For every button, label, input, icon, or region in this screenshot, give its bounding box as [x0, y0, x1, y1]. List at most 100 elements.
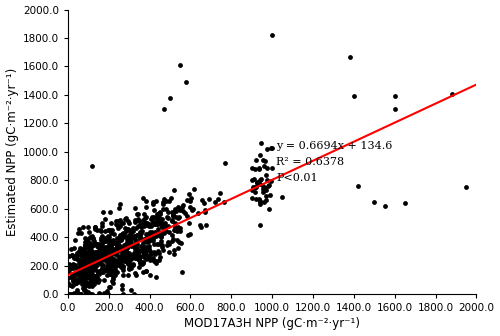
Point — [154, 257, 162, 262]
Point — [68, 252, 76, 257]
Point — [130, 255, 138, 261]
Point — [140, 260, 147, 265]
Point — [126, 229, 134, 234]
Point — [139, 259, 147, 264]
Point — [125, 220, 133, 226]
Point — [92, 273, 100, 279]
Point — [258, 176, 266, 182]
Point — [168, 239, 176, 244]
Point — [82, 268, 90, 274]
Point — [148, 216, 156, 221]
Point — [140, 246, 148, 251]
Point — [106, 284, 114, 289]
Point — [113, 250, 121, 255]
Point — [72, 250, 80, 255]
Point — [390, 94, 398, 99]
Point — [119, 292, 127, 297]
Point — [147, 221, 155, 227]
Point — [162, 228, 170, 233]
Point — [86, 260, 94, 265]
Point — [152, 258, 160, 263]
Point — [186, 199, 194, 204]
Point — [132, 247, 140, 252]
Point — [86, 244, 94, 249]
Point — [123, 246, 131, 251]
Point — [106, 271, 114, 276]
Point — [172, 237, 180, 243]
Point — [126, 265, 134, 271]
Point — [80, 269, 88, 275]
Point — [81, 263, 89, 268]
Point — [92, 276, 100, 281]
Point — [144, 239, 152, 244]
Point — [80, 271, 88, 276]
Point — [158, 243, 166, 248]
Point — [120, 242, 128, 248]
Point — [88, 243, 96, 248]
Point — [76, 268, 84, 274]
Point — [106, 238, 114, 244]
Point — [278, 195, 286, 200]
Point — [80, 267, 88, 273]
Point — [124, 236, 132, 242]
Point — [68, 271, 76, 277]
Point — [86, 240, 94, 246]
Point — [114, 262, 122, 267]
Point — [95, 290, 103, 295]
Point — [102, 245, 110, 250]
Point — [162, 198, 170, 204]
Point — [106, 249, 114, 254]
Point — [164, 209, 172, 215]
Point — [172, 207, 179, 213]
Point — [70, 278, 78, 283]
Point — [93, 250, 101, 255]
Point — [82, 242, 90, 247]
Point — [190, 206, 198, 212]
Point — [86, 279, 94, 285]
Point — [156, 235, 164, 240]
Point — [81, 235, 89, 241]
Point — [101, 248, 109, 253]
Point — [104, 227, 112, 232]
Point — [96, 253, 104, 258]
Point — [198, 198, 206, 203]
Point — [72, 270, 80, 276]
Point — [64, 281, 72, 286]
Point — [142, 268, 150, 274]
Point — [152, 261, 160, 266]
Point — [94, 244, 102, 249]
Point — [70, 279, 78, 284]
Point — [72, 287, 80, 292]
Point — [148, 251, 156, 256]
Point — [131, 250, 139, 255]
Point — [126, 242, 134, 248]
Point — [100, 278, 108, 283]
Point — [126, 262, 134, 267]
Point — [120, 244, 128, 249]
Point — [95, 249, 103, 255]
Point — [156, 209, 164, 215]
Point — [266, 192, 274, 198]
Point — [128, 241, 136, 246]
Point — [94, 279, 102, 285]
Point — [136, 235, 144, 240]
Point — [91, 226, 99, 232]
Point — [88, 278, 96, 283]
Point — [108, 256, 116, 261]
Point — [80, 252, 88, 258]
Point — [202, 222, 210, 228]
Point — [82, 257, 90, 263]
Point — [174, 246, 182, 251]
Point — [110, 270, 118, 276]
Point — [92, 278, 100, 283]
Point — [128, 233, 136, 238]
Point — [96, 227, 104, 233]
Point — [106, 259, 114, 264]
Point — [135, 219, 143, 224]
Point — [126, 253, 134, 258]
Point — [108, 271, 116, 276]
Point — [79, 252, 87, 257]
Point — [268, 145, 276, 151]
Point — [82, 292, 90, 297]
Point — [187, 196, 195, 201]
